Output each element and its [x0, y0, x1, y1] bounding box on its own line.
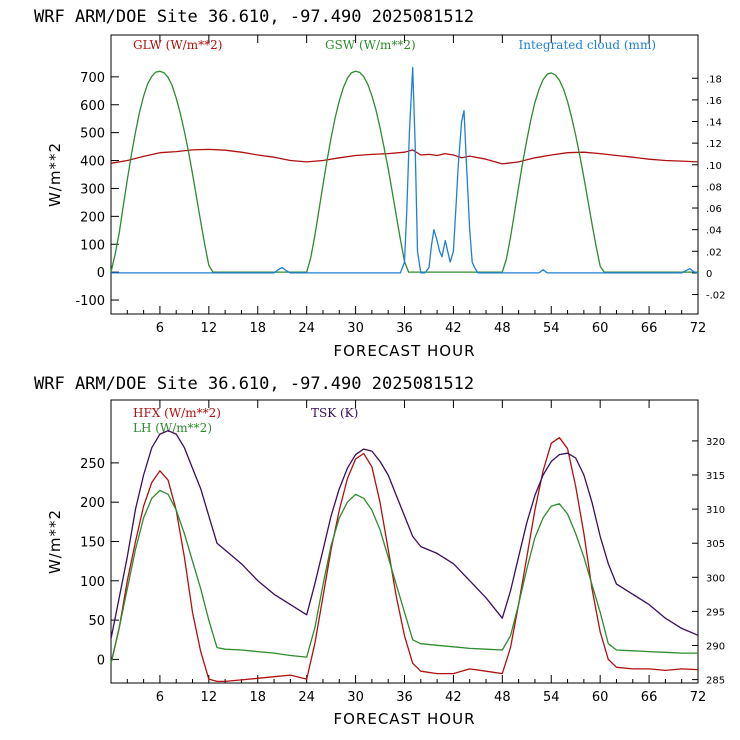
y2-tick-label: 285 — [706, 676, 725, 687]
x-tick-label: 48 — [494, 321, 511, 336]
legend-entry: TSK (K) — [311, 406, 358, 420]
y-tick-label: 0 — [97, 653, 105, 668]
y-tick-label: 100 — [80, 238, 105, 253]
y2-tick-label: 310 — [706, 505, 725, 516]
x-tick-label: 36 — [396, 321, 413, 336]
y2-tick-label: 0 — [706, 269, 712, 280]
x-tick-label: 18 — [249, 321, 266, 336]
x-tick-label: 60 — [592, 690, 609, 705]
chart-header-0: WRF ARM/DOE Site 36.610, -97.490 2025081… — [34, 7, 474, 27]
y-tick-label: 600 — [80, 99, 105, 114]
x-tick-label: 30 — [347, 690, 364, 705]
y2-tick-label: 295 — [706, 607, 725, 618]
y2-tick-label: .14 — [706, 118, 722, 129]
series-line-integrated — [111, 66, 699, 274]
series-line-glw — [110, 148, 699, 165]
y-tick-label: 200 — [80, 496, 105, 511]
x-tick-label: 54 — [543, 321, 560, 336]
series-line-tsk — [110, 430, 699, 639]
y2-tick-label: .04 — [706, 226, 722, 237]
y2-tick-label: .06 — [706, 204, 722, 215]
y-tick-label: 150 — [80, 536, 105, 551]
x-tick-label: 6 — [156, 321, 164, 336]
y-tick-label: 500 — [80, 127, 105, 142]
y-axis-label-1: W/m**2 — [46, 509, 64, 574]
x-tick-label: 24 — [298, 690, 315, 705]
y-tick-label: 300 — [80, 182, 105, 197]
y2-tick-label: 300 — [706, 573, 725, 584]
y-tick-label: 0 — [97, 266, 105, 281]
y2-tick-label: 305 — [706, 539, 725, 550]
series-line-lh — [110, 489, 698, 664]
x-tick-label: 72 — [690, 690, 707, 705]
x-tick-label: 6 — [156, 690, 164, 705]
x-tick-label: 60 — [592, 321, 609, 336]
y-tick-label: 200 — [80, 210, 105, 225]
legend-entry: GSW (W/m**2) — [325, 38, 416, 52]
y2-tick-label: .10 — [706, 161, 722, 172]
y2-tick-label: 320 — [706, 437, 725, 448]
legend-entry: HFX (W/m**2) — [133, 406, 221, 420]
x-tick-label: 42 — [445, 321, 462, 336]
x-tick-label: 42 — [445, 690, 462, 705]
x-tick-label: 30 — [347, 321, 364, 336]
x-axis-label-1: FORECAST HOUR — [333, 710, 475, 728]
y2-tick-label: .18 — [706, 74, 722, 85]
y-tick-label: 250 — [80, 457, 105, 472]
y2-tick-label: -.02 — [706, 291, 726, 302]
x-tick-label: 36 — [396, 690, 413, 705]
y2-tick-label: 315 — [706, 471, 725, 482]
x-tick-label: 66 — [641, 321, 658, 336]
x-tick-label: 24 — [298, 321, 315, 336]
x-tick-label: 72 — [690, 321, 707, 336]
y2-tick-label: 290 — [706, 641, 725, 652]
legend-entry: GLW (W/m**2) — [133, 38, 222, 52]
chart-header-1: WRF ARM/DOE Site 36.610, -97.490 2025081… — [34, 374, 474, 394]
x-tick-label: 18 — [249, 690, 266, 705]
y2-tick-label: .02 — [706, 247, 722, 258]
y-tick-label: 400 — [80, 155, 105, 170]
y-axis-label-0: W/m**2 — [46, 142, 64, 207]
x-tick-label: 12 — [201, 690, 218, 705]
y2-tick-label: .12 — [706, 139, 722, 150]
y-tick-label: 100 — [80, 575, 105, 590]
y-tick-label: 50 — [88, 614, 105, 629]
legend-entry: LH (W/m**2) — [133, 421, 212, 435]
x-axis-label-0: FORECAST HOUR — [333, 342, 475, 360]
series-line-hfx — [110, 437, 699, 683]
y2-tick-label: .08 — [706, 182, 722, 193]
y2-tick-label: .16 — [706, 96, 722, 107]
x-tick-label: 66 — [641, 690, 658, 705]
series-line-gsw — [110, 70, 698, 273]
y-tick-label: 700 — [80, 71, 105, 86]
legend-entry: Integrated cloud (mm) — [518, 38, 656, 52]
x-tick-label: 12 — [201, 321, 218, 336]
x-tick-label: 54 — [543, 690, 560, 705]
x-tick-label: 48 — [494, 690, 511, 705]
y-tick-label: -100 — [75, 294, 105, 309]
